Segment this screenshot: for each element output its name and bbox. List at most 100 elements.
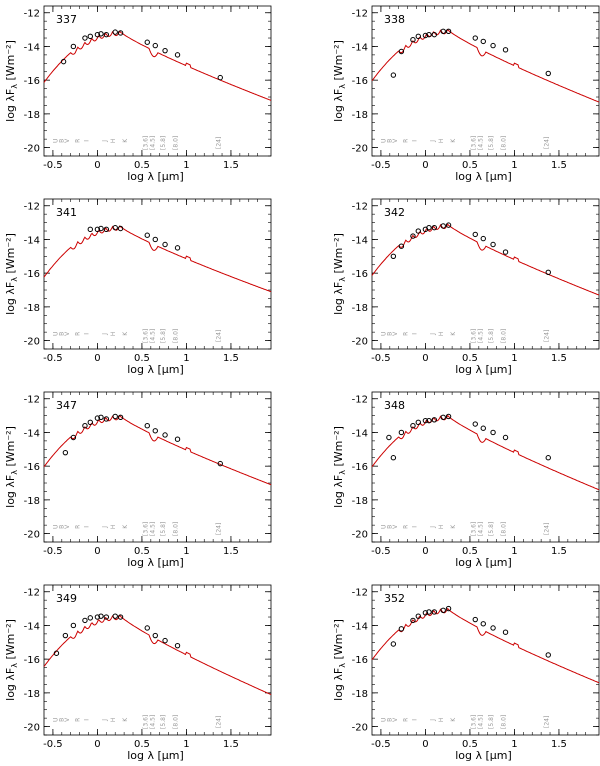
sed-panel-338: 338 -0.5 0 0.5 1 1.5 -20 -18 -16 -14 -12 log λ [μm]… — [332, 5, 600, 183]
band-label: [5.8] — [488, 136, 495, 150]
model-spectrum-line — [371, 607, 600, 684]
photometry-point — [426, 609, 432, 615]
y-axis-label: log λFλ [Wm⁻²] — [332, 426, 347, 508]
y-axis-label-unit: [Wm⁻²] — [332, 619, 345, 663]
photometry-point — [545, 652, 551, 658]
band-label: [4.5] — [149, 522, 156, 536]
photometry-point — [415, 419, 421, 426]
photometry-point — [422, 417, 429, 424]
band-label: K — [450, 524, 457, 529]
band-label: [5.8] — [488, 522, 495, 536]
photometry-point — [480, 621, 486, 627]
x-tick-label: 1 — [183, 353, 189, 364]
photometry-point — [162, 637, 168, 644]
y-axis-label-main: log λF — [4, 475, 17, 508]
photometry-point — [70, 43, 77, 50]
y-tick-label: -16 — [352, 462, 368, 473]
y-axis-label-sub: λ — [10, 663, 19, 668]
x-tick-label: 0 — [422, 353, 428, 364]
photometry-point — [82, 423, 88, 429]
band-label: [8.0] — [501, 329, 508, 343]
photometry-point — [62, 449, 69, 456]
photometry-point — [94, 614, 101, 620]
band-label: B — [387, 139, 394, 143]
x-tick-label: -0.5 — [43, 353, 63, 364]
photometry-point — [152, 236, 158, 243]
band-label: [4.5] — [149, 329, 156, 343]
photometry-point — [410, 233, 416, 239]
band-label: V — [64, 331, 71, 336]
x-tick-label: 1.5 — [551, 160, 567, 171]
y-axis-label: log λFλ [Wm⁻²] — [4, 40, 19, 122]
photometry-point — [98, 225, 104, 232]
band-label: [8.0] — [173, 136, 180, 150]
band-label: V — [392, 331, 399, 336]
band-label: [3.6] — [142, 715, 149, 729]
x-tick-label: -0.5 — [43, 160, 63, 171]
y-axis-label: log λFλ [Wm⁻²] — [4, 426, 19, 508]
photometry-point — [390, 72, 397, 78]
band-label: [24] — [215, 716, 222, 728]
x-axis-label: log λ [μm] — [127, 556, 184, 569]
x-axis-label: log λ [μm] — [455, 363, 512, 376]
band-label: I — [84, 526, 91, 528]
band-label: [24] — [215, 137, 222, 149]
y-tick-label: -12 — [352, 9, 368, 20]
y-axis-label: log λFλ [Wm⁻²] — [4, 619, 19, 701]
photometry-point — [62, 632, 69, 639]
y-axis-label: log λFλ [Wm⁻²] — [332, 619, 347, 701]
y-tick-label: -20 — [24, 337, 40, 348]
photometry-point — [94, 226, 101, 233]
y-axis-label-main: log λF — [4, 668, 17, 701]
y-tick-label: -16 — [352, 655, 368, 666]
band-label: J — [101, 333, 108, 336]
band-label: H — [110, 139, 117, 144]
band-label: H — [438, 525, 445, 530]
band-label: [24] — [215, 330, 222, 342]
band-label: B — [59, 139, 66, 143]
photometry-point — [87, 615, 93, 621]
photometry-point — [117, 414, 124, 420]
y-tick-label: -20 — [352, 144, 368, 155]
y-tick-label: -12 — [24, 9, 40, 20]
photometry-point — [426, 224, 432, 231]
x-tick-label: 1.5 — [551, 739, 567, 750]
x-tick-label: 1.5 — [223, 353, 239, 364]
band-label: [3.6] — [142, 329, 149, 343]
band-label: K — [122, 524, 129, 529]
panel-label: 349 — [56, 592, 77, 605]
photometry-point — [98, 613, 104, 619]
y-axis-label-main: log λF — [332, 475, 345, 508]
photometry-point — [390, 641, 397, 647]
photometry-point — [174, 436, 181, 442]
photometry-point — [472, 421, 478, 427]
band-label: [3.6] — [470, 522, 477, 536]
band-label: V — [64, 717, 71, 722]
photometry-point — [480, 425, 486, 431]
y-tick-label: -20 — [352, 723, 368, 734]
band-label: [8.0] — [501, 522, 508, 536]
x-axis-label: log λ [μm] — [455, 749, 512, 762]
photometry-point — [112, 613, 118, 619]
y-tick-label: -12 — [24, 395, 40, 406]
photometry-point — [410, 617, 416, 624]
x-tick-label: 0.5 — [462, 546, 478, 557]
band-label: [8.0] — [173, 329, 180, 343]
band-label: [24] — [543, 523, 550, 535]
band-label: J — [101, 140, 108, 143]
photometry-point — [152, 42, 158, 49]
model-spectrum-line — [371, 414, 600, 491]
y-tick-label: -18 — [352, 689, 368, 700]
photometry-point — [431, 31, 438, 38]
x-tick-label: 1 — [511, 546, 517, 557]
band-label: [4.5] — [477, 715, 484, 729]
photometry-point — [117, 614, 124, 620]
x-tick-label: 0 — [94, 739, 100, 750]
photometry-point — [152, 428, 158, 434]
band-label: R — [403, 525, 410, 529]
band-label: [3.6] — [470, 715, 477, 729]
y-axis-label: log λFλ [Wm⁻²] — [4, 233, 19, 315]
x-tick-label: 1.5 — [551, 353, 567, 364]
y-axis-label-sub: λ — [338, 84, 347, 89]
band-label: [4.5] — [477, 522, 484, 536]
